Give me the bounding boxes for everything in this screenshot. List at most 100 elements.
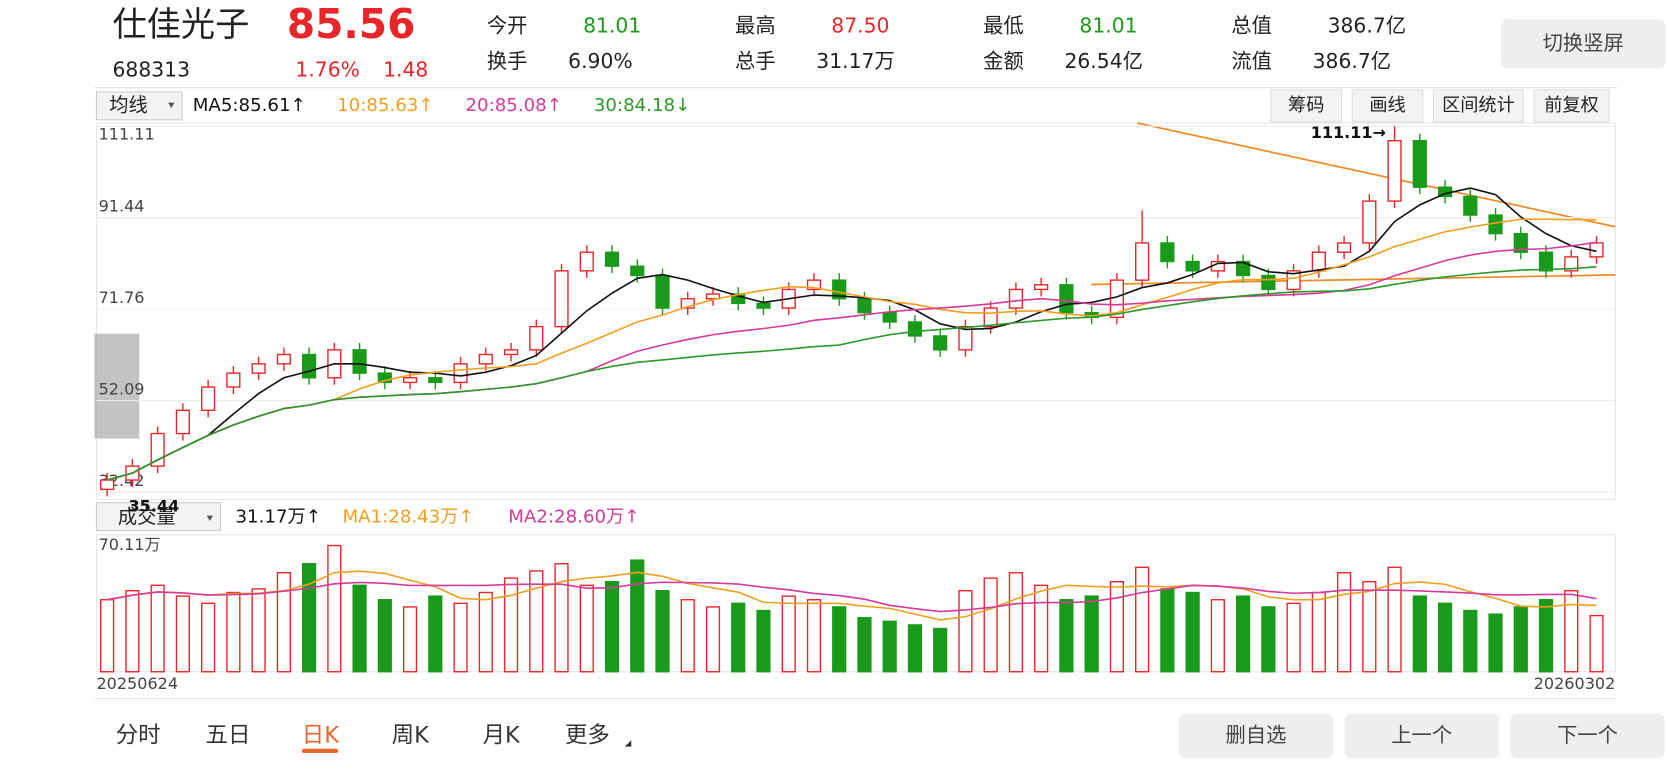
volume-bar [1564, 590, 1579, 673]
candle-body [857, 298, 872, 314]
candle-body [503, 349, 519, 356]
tool-button[interactable] [1270, 89, 1343, 123]
volume-bar [428, 595, 443, 673]
y-tick-label: 52.09 [99, 379, 145, 398]
volume-bar [100, 599, 115, 673]
volume-bar [756, 609, 771, 673]
candle-body [832, 279, 847, 300]
volume-bar [857, 617, 872, 673]
volume-ma-label: 31.17万↑ [236, 507, 321, 528]
stat-value: 81.01 [1079, 14, 1137, 38]
action-button[interactable] [1178, 713, 1333, 759]
ma-select[interactable] [95, 91, 183, 121]
candle-body [276, 353, 291, 365]
candle-body [1463, 195, 1478, 216]
volume-bar [150, 584, 165, 673]
candle-body [1311, 251, 1326, 272]
price: 85.56 [287, 0, 416, 48]
trend-line [1137, 122, 1616, 228]
y-tick-label: 71.76 [99, 288, 145, 307]
candle-body [1135, 242, 1150, 281]
volume-bar [907, 624, 923, 673]
candle-body [907, 321, 923, 337]
volume-bar [781, 595, 796, 673]
volume-bar [983, 577, 998, 673]
ma-line [106, 218, 1597, 481]
volume-bar [1412, 595, 1427, 673]
volume-bar [806, 599, 822, 673]
volume-select[interactable] [95, 502, 222, 532]
start-date: 20250624 [96, 674, 178, 693]
volume-bar [705, 606, 721, 673]
action-label: 上一个 [1391, 723, 1452, 747]
candle-body [428, 377, 443, 384]
volume-bar [276, 572, 291, 673]
candle-body [1387, 139, 1402, 202]
tab[interactable]: 更多 [565, 722, 610, 748]
tool-button[interactable] [1432, 89, 1524, 123]
volume-bar [1437, 602, 1453, 673]
volume-select-label: 成交量 [118, 505, 176, 528]
tool-button[interactable] [1533, 89, 1610, 123]
volume-bar [579, 584, 594, 673]
side-handle[interactable] [94, 333, 140, 439]
candle-body [983, 307, 998, 328]
change: 1.48 [383, 58, 428, 82]
candle-body [251, 363, 266, 374]
volume-bar [402, 606, 418, 673]
stat-label: 总值 [1231, 14, 1272, 38]
volume-bar [731, 602, 746, 673]
volume-bar [1160, 588, 1175, 673]
action-button[interactable] [1344, 713, 1499, 759]
volume-bar [1463, 609, 1478, 673]
volume-bar [1589, 614, 1604, 673]
tool-button-label: 画线 [1369, 95, 1405, 116]
action-button[interactable] [1510, 713, 1665, 759]
candle-body [1034, 284, 1049, 291]
y-tick-label: 111.11 [99, 124, 155, 143]
volume-bar [125, 590, 140, 673]
stat-value: 386.7亿 [1313, 49, 1391, 73]
candle-body [579, 251, 594, 272]
volume-bar [226, 591, 241, 673]
volume-bar [1210, 599, 1225, 673]
tab[interactable]: 五日 [206, 722, 251, 748]
volume-bar [1034, 584, 1049, 673]
tab[interactable]: 月K [483, 722, 521, 748]
action-label: 下一个 [1557, 723, 1618, 747]
candle-body [1564, 256, 1579, 272]
volume-top-label: 70.11万 [99, 535, 161, 554]
volume-bar [453, 602, 468, 673]
volume-bar [882, 620, 897, 673]
tool-button-label: 区间统计 [1442, 95, 1515, 116]
volume-bar [1084, 595, 1099, 673]
orient-button[interactable] [1500, 19, 1666, 69]
candle-body [604, 251, 620, 267]
stat-value: 31.17万 [816, 49, 894, 73]
stat-label: 今开 [487, 14, 528, 38]
volume-bar [1235, 595, 1251, 673]
volume-bar [1185, 591, 1200, 673]
volume-bar [1387, 566, 1402, 673]
high-label: 111.11→ [1311, 123, 1386, 142]
candle-body [150, 432, 165, 467]
candle-body [1160, 242, 1175, 263]
volume-bar [478, 591, 493, 673]
tab-underline [301, 748, 339, 754]
candle-body [402, 377, 418, 384]
candle-body [1008, 288, 1024, 309]
tab[interactable]: 周K [392, 722, 430, 748]
volume-bar [301, 563, 317, 673]
candle-body [1185, 260, 1200, 272]
tab[interactable]: 分时 [116, 722, 161, 748]
volume-bar [529, 570, 544, 673]
volume-frame [95, 534, 1616, 673]
volume-bar [1135, 566, 1150, 673]
tab[interactable]: 日K [302, 722, 340, 748]
tool-button[interactable] [1351, 89, 1424, 123]
candle-body [1412, 139, 1427, 188]
stat-label: 最低 [983, 14, 1024, 38]
ma-label: MA5:85.61↑ [193, 95, 306, 116]
volume-bar [1286, 602, 1301, 673]
volume-bar [680, 599, 695, 673]
